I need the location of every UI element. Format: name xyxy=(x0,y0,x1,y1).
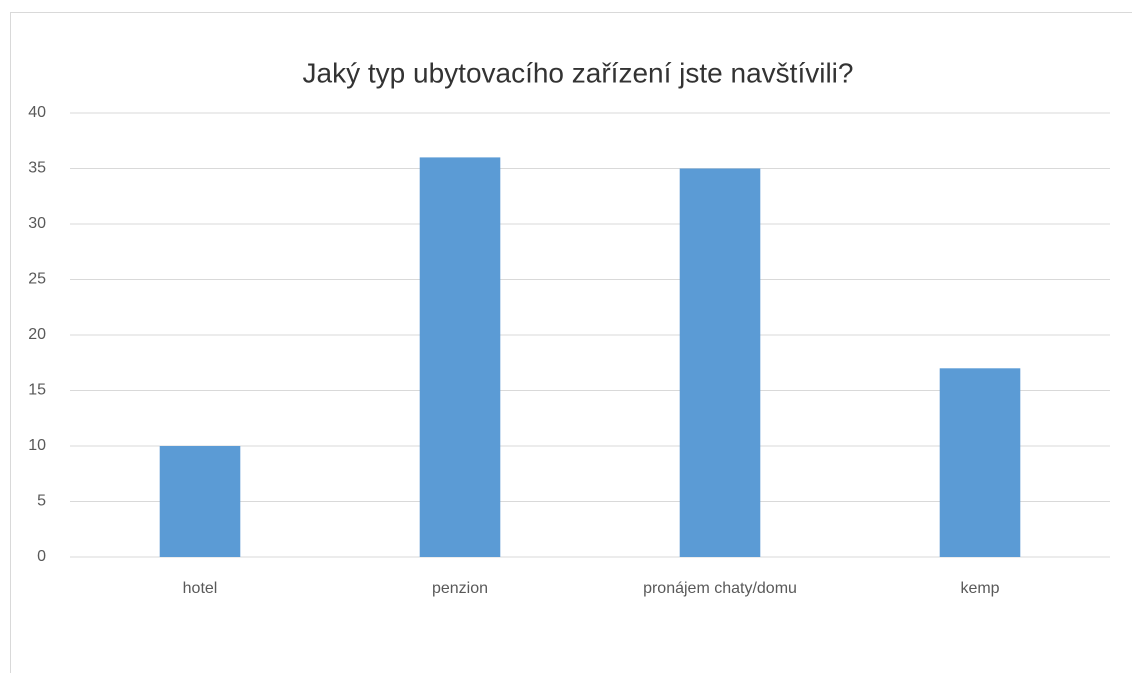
bar xyxy=(680,169,761,558)
x-tick-label: penzion xyxy=(432,580,488,597)
x-tick-label: pronájem chaty/domu xyxy=(643,580,797,597)
y-tick-label: 35 xyxy=(28,160,46,177)
bar xyxy=(160,446,241,557)
x-tick-label: kemp xyxy=(960,580,999,597)
y-tick-label: 10 xyxy=(28,437,46,454)
chart-title: Jaký typ ubytovacího zařízení jste navšt… xyxy=(303,57,854,88)
y-tick-label: 25 xyxy=(28,271,46,288)
bar xyxy=(420,157,501,557)
chart-border xyxy=(11,13,1132,674)
y-tick-label: 15 xyxy=(28,382,46,399)
y-tick-label: 20 xyxy=(28,326,46,343)
y-tick-label: 30 xyxy=(28,215,46,232)
bar xyxy=(940,368,1021,557)
y-tick-label: 40 xyxy=(28,104,46,121)
x-tick-label: hotel xyxy=(183,580,218,597)
y-tick-label: 0 xyxy=(37,548,46,565)
y-tick-label: 5 xyxy=(37,493,46,510)
